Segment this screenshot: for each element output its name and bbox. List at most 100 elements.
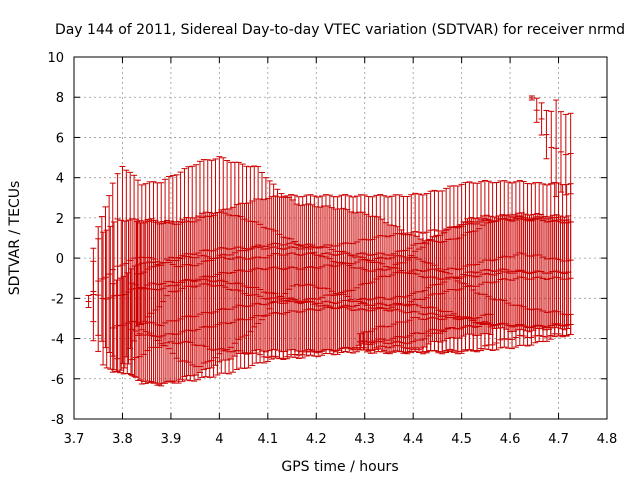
data-point bbox=[371, 328, 378, 354]
data-point bbox=[509, 182, 516, 258]
data-point bbox=[555, 311, 562, 337]
data-point bbox=[562, 113, 569, 196]
data-point bbox=[160, 287, 167, 384]
data-point bbox=[540, 183, 547, 258]
data-point bbox=[113, 279, 120, 373]
data-point bbox=[338, 263, 345, 349]
data-point bbox=[501, 180, 508, 257]
data-point bbox=[109, 283, 116, 373]
data-point bbox=[353, 261, 360, 350]
data-point bbox=[307, 266, 314, 352]
data-point bbox=[441, 318, 448, 342]
data-point bbox=[553, 99, 560, 198]
series-sat-g bbox=[528, 95, 574, 198]
data-point bbox=[433, 317, 440, 343]
data-point bbox=[501, 299, 508, 348]
data-point bbox=[214, 273, 221, 376]
x-tick-label: 4.2 bbox=[306, 432, 327, 447]
data-point bbox=[536, 308, 543, 342]
data-point bbox=[458, 183, 465, 270]
data-point bbox=[303, 267, 310, 353]
data-point bbox=[136, 286, 143, 381]
data-point bbox=[379, 325, 386, 353]
data-point bbox=[245, 270, 252, 369]
data-point bbox=[421, 319, 428, 348]
data-point bbox=[551, 310, 558, 338]
data-point bbox=[563, 314, 570, 337]
data-point bbox=[460, 317, 467, 337]
data-point bbox=[195, 278, 202, 381]
tick-labels: 3.7 3.8 3.9 4 4.1 4.2 4.3 4.4 4.5 4.6 4.7 4.8 -8 -6 -4… bbox=[47, 51, 617, 447]
data-point bbox=[533, 97, 540, 123]
data-point bbox=[547, 311, 554, 340]
data-point bbox=[390, 323, 397, 353]
data-point bbox=[226, 272, 233, 375]
data-point bbox=[406, 319, 413, 353]
y-tick-label: 0 bbox=[56, 252, 64, 267]
x-tick-label: 4.6 bbox=[500, 432, 521, 447]
data-point bbox=[540, 310, 547, 343]
data-point bbox=[124, 272, 131, 374]
data-point bbox=[415, 193, 422, 271]
data-point bbox=[462, 181, 469, 267]
y-tick-label: 8 bbox=[56, 91, 64, 106]
data-point bbox=[443, 187, 450, 271]
data-point bbox=[167, 284, 174, 383]
data-point bbox=[516, 180, 523, 254]
y-tick-label: -8 bbox=[51, 413, 64, 428]
data-point bbox=[557, 111, 564, 193]
data-point bbox=[476, 317, 483, 336]
data-point bbox=[485, 180, 492, 261]
data-point bbox=[98, 216, 105, 342]
x-axis-label: GPS time / hours bbox=[281, 459, 398, 475]
data-point bbox=[448, 316, 455, 339]
data-point bbox=[179, 281, 186, 382]
data-point bbox=[319, 266, 326, 352]
data-point bbox=[202, 275, 209, 378]
y-axis-label: SDTVAR / TECUs bbox=[7, 181, 23, 296]
data-point bbox=[152, 288, 159, 384]
data-point bbox=[456, 319, 463, 339]
x-tick-label: 4.5 bbox=[451, 432, 472, 447]
data-point bbox=[120, 275, 127, 375]
data-point bbox=[326, 264, 333, 351]
x-tick-label: 4.3 bbox=[354, 432, 375, 447]
data-point bbox=[129, 282, 136, 377]
x-tick-label: 4.1 bbox=[257, 432, 278, 447]
data-point bbox=[435, 268, 442, 353]
x-tick-label: 4 bbox=[215, 432, 223, 447]
y-tick-label: -2 bbox=[51, 292, 64, 307]
y-tick-label: 4 bbox=[56, 172, 64, 187]
y-tick-label: 10 bbox=[47, 51, 64, 66]
data-point bbox=[299, 268, 306, 355]
data-point bbox=[103, 229, 110, 369]
data-point bbox=[156, 289, 163, 385]
data-point bbox=[402, 321, 409, 354]
series-sat-d bbox=[133, 179, 574, 327]
data-point bbox=[210, 276, 217, 378]
data-point bbox=[315, 267, 322, 354]
data-point bbox=[198, 276, 205, 378]
x-tick-label: 4.7 bbox=[548, 432, 569, 447]
data-point bbox=[291, 267, 298, 356]
data-point bbox=[133, 284, 140, 378]
data-point bbox=[264, 268, 271, 362]
x-tick-label: 3.9 bbox=[161, 432, 182, 447]
series-layer bbox=[85, 95, 574, 387]
data-point bbox=[233, 270, 240, 370]
data-point bbox=[487, 313, 494, 336]
data-point bbox=[437, 319, 444, 343]
data-point bbox=[195, 219, 202, 287]
data-point bbox=[412, 256, 419, 352]
data-point bbox=[85, 294, 92, 309]
data-point bbox=[280, 268, 287, 360]
y-tick-label: -4 bbox=[51, 333, 64, 348]
data-point bbox=[229, 271, 236, 373]
data-point bbox=[429, 316, 436, 342]
data-point bbox=[528, 95, 535, 101]
data-point bbox=[516, 304, 523, 346]
data-point bbox=[528, 309, 535, 346]
data-point bbox=[468, 317, 475, 335]
data-point bbox=[543, 109, 550, 160]
data-point bbox=[110, 221, 117, 371]
